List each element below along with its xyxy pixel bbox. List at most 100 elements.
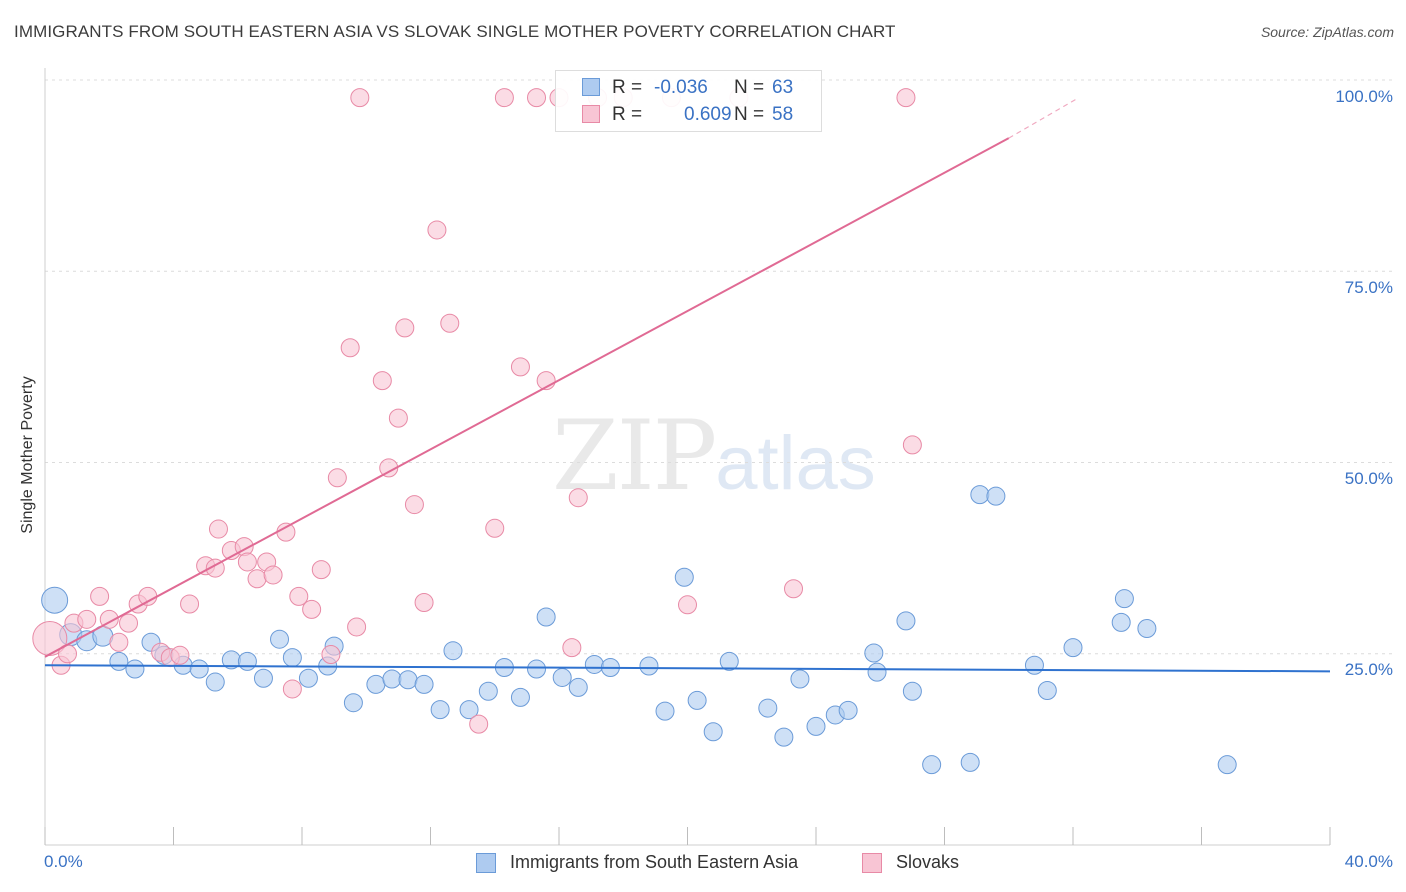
immigrants-point bbox=[864, 643, 884, 663]
immigrants-point bbox=[867, 662, 887, 682]
slovaks-point bbox=[440, 313, 460, 333]
slovaks-point bbox=[247, 569, 267, 589]
slovaks-point bbox=[282, 679, 302, 699]
slovaks-point bbox=[340, 338, 360, 358]
immigrants-point bbox=[922, 755, 942, 775]
x-tick-label-min: 0.0% bbox=[44, 852, 83, 871]
immigrants-point bbox=[270, 629, 290, 649]
legend-n-value: 58 bbox=[772, 104, 794, 125]
slovaks-point bbox=[302, 599, 322, 619]
legend-n-label: N = bbox=[734, 77, 765, 98]
immigrants-point bbox=[237, 651, 257, 671]
immigrants-point bbox=[639, 656, 659, 676]
slovaks-point bbox=[276, 522, 296, 542]
immigrants-point bbox=[536, 607, 556, 627]
y-tick-label-100: 100.0% bbox=[1335, 87, 1393, 106]
slovaks-point bbox=[469, 714, 489, 734]
immigrants-point bbox=[1114, 589, 1134, 609]
legend-n-value: 63 bbox=[772, 77, 794, 98]
legend-n-label: N = bbox=[734, 104, 765, 125]
slovaks-point bbox=[784, 579, 804, 599]
legend-r-label: R = bbox=[612, 104, 643, 125]
immigrants-point bbox=[343, 693, 363, 713]
slovaks-point bbox=[321, 645, 341, 665]
immigrants-point bbox=[527, 659, 547, 679]
source-label: Source: ZipAtlas.com bbox=[1260, 24, 1394, 40]
immigrants-point bbox=[774, 727, 794, 747]
immigrants-point bbox=[687, 690, 707, 710]
immigrants-point bbox=[414, 674, 434, 694]
correlation-legend: R = -0.036 N = 63 R = 0.609 N = 58 bbox=[555, 70, 822, 132]
immigrants-point bbox=[719, 651, 739, 671]
slovaks-point bbox=[494, 88, 514, 108]
immigrants-point bbox=[758, 698, 778, 718]
slovaks-point bbox=[678, 595, 697, 615]
immigrants-point bbox=[1137, 619, 1157, 639]
watermark-atlas: atlas bbox=[715, 421, 876, 506]
slovaks-point bbox=[77, 609, 97, 629]
immigrants-point bbox=[298, 668, 318, 688]
immigrants-point bbox=[1217, 755, 1237, 775]
immigrants-point bbox=[655, 701, 675, 721]
immigrants-point bbox=[970, 485, 990, 505]
legend-swatch-slovaks bbox=[862, 853, 882, 873]
slovaks-point bbox=[208, 519, 228, 539]
immigrants-point bbox=[986, 486, 1006, 506]
slovaks-point bbox=[138, 586, 158, 606]
immigrants-point bbox=[398, 670, 418, 690]
y-axis-label: Single Mother Poverty bbox=[19, 376, 36, 534]
immigrants-point bbox=[674, 567, 694, 587]
slovaks-point bbox=[170, 645, 190, 665]
slovaks-point bbox=[372, 371, 392, 391]
slovaks-point bbox=[404, 495, 424, 515]
immigrants-point bbox=[510, 687, 530, 707]
slovaks-point bbox=[350, 88, 370, 108]
slovaks-point bbox=[347, 617, 367, 637]
immigrants-point bbox=[109, 651, 129, 671]
immigrants-point bbox=[366, 674, 386, 694]
slovaks-point bbox=[902, 435, 922, 455]
legend-label-immigrants: Immigrants from South Eastern Asia bbox=[510, 852, 799, 872]
slovaks-point bbox=[119, 613, 139, 633]
immigrants-point bbox=[703, 722, 723, 742]
immigrants-point bbox=[125, 659, 145, 679]
immigrants-point bbox=[253, 668, 273, 688]
slovaks-point bbox=[327, 468, 347, 488]
immigrants-point bbox=[1037, 680, 1057, 700]
legend-r-label: R = bbox=[612, 77, 643, 98]
immigrants-point bbox=[41, 586, 69, 614]
slovaks-trend-extension bbox=[1008, 98, 1077, 139]
slovaks-trend-line bbox=[44, 137, 1010, 658]
slovaks-point bbox=[180, 594, 200, 614]
immigrants-point bbox=[189, 659, 209, 679]
slovaks-point bbox=[485, 518, 505, 538]
immigrants-point bbox=[282, 648, 302, 668]
immigrants-point bbox=[1024, 655, 1044, 675]
slovaks-point bbox=[90, 586, 110, 606]
immigrants-point bbox=[459, 700, 479, 720]
slovaks-point bbox=[395, 318, 415, 338]
slovaks-point bbox=[427, 220, 447, 240]
slovaks-point bbox=[109, 632, 129, 652]
immigrants-point bbox=[552, 667, 572, 687]
immigrants-trend-line bbox=[44, 664, 1331, 673]
immigrants-point bbox=[568, 677, 588, 697]
slovaks-point bbox=[414, 592, 434, 612]
immigrants-point bbox=[790, 669, 810, 689]
y-tick-label-25: 25.0% bbox=[1344, 660, 1393, 679]
immigrants-point bbox=[1063, 638, 1083, 658]
immigrants-point bbox=[430, 700, 450, 720]
slovaks-point bbox=[562, 638, 582, 658]
slovaks-point bbox=[237, 552, 257, 572]
immigrants-point bbox=[806, 716, 826, 736]
immigrants-point bbox=[896, 611, 916, 631]
slovaks-point bbox=[263, 565, 283, 585]
slovaks-point bbox=[311, 560, 331, 580]
legend-swatch-slovaks bbox=[582, 105, 600, 123]
immigrants-point bbox=[205, 672, 225, 692]
chart-title: IMMIGRANTS FROM SOUTH EASTERN ASIA VS SL… bbox=[14, 22, 896, 41]
immigrants-point bbox=[443, 641, 463, 661]
immigrants-point bbox=[960, 752, 980, 772]
slovaks-point bbox=[388, 408, 408, 428]
